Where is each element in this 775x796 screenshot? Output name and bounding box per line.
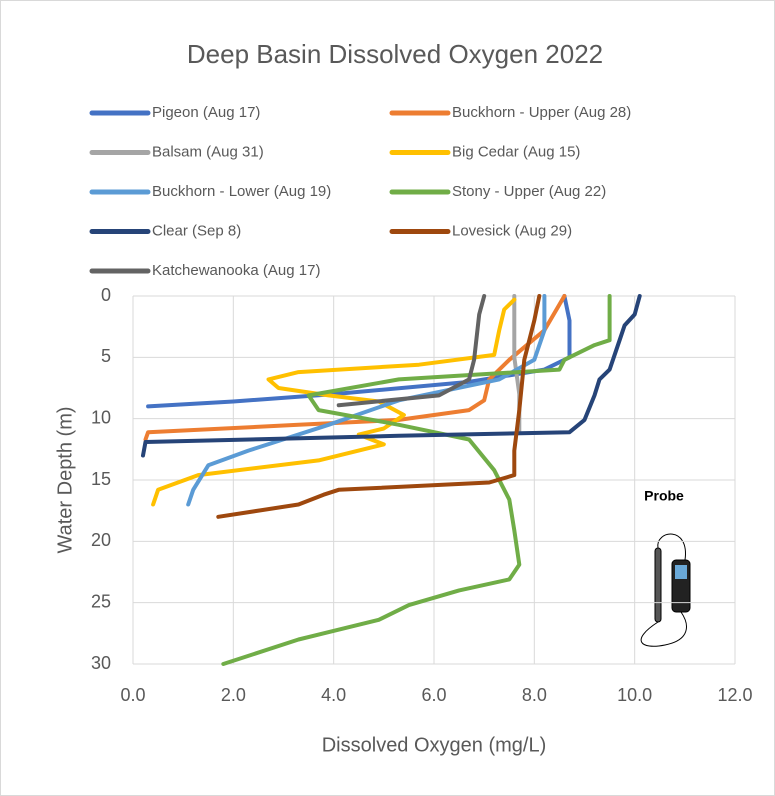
x-axis-title: Dissolved Oxygen (mg/L) <box>322 734 547 756</box>
page: {"chart_data": {"type": "line", "title":… <box>0 0 775 796</box>
y-tick-label: 0 <box>101 285 111 305</box>
x-tick-label: 2.0 <box>221 685 246 705</box>
y-tick-label: 5 <box>101 346 111 366</box>
y-tick-label: 30 <box>91 653 111 673</box>
x-tick-label: 0.0 <box>120 685 145 705</box>
legend-label: Stony - Upper (Aug 22) <box>452 183 606 200</box>
legend-label: Clear (Sep 8) <box>152 222 241 239</box>
legend-label: Lovesick (Aug 29) <box>452 222 572 239</box>
x-tick-label: 10.0 <box>617 685 652 705</box>
x-tick-label: 12.0 <box>717 685 752 705</box>
legend-label: Pigeon (Aug 17) <box>152 104 260 121</box>
x-tick-label: 8.0 <box>522 685 547 705</box>
x-tick-label: 6.0 <box>421 685 446 705</box>
legend-label: Katchewanooka (Aug 17) <box>152 262 320 279</box>
legend-label: Big Cedar (Aug 15) <box>452 143 580 160</box>
y-axis-title: Water Depth (m) <box>54 406 76 553</box>
chart: Deep Basin Dissolved Oxygen 2022 Dissolv… <box>0 0 775 796</box>
legend-label: Balsam (Aug 31) <box>152 143 264 160</box>
y-tick-label: 20 <box>91 530 111 550</box>
chart-frame <box>1 1 775 796</box>
y-tick-label: 25 <box>91 591 111 611</box>
legend-label: Buckhorn - Lower (Aug 19) <box>152 183 331 200</box>
x-tick-label: 4.0 <box>321 685 346 705</box>
legend-label: Buckhorn - Upper (Aug 28) <box>452 104 631 121</box>
chart-title: Deep Basin Dissolved Oxygen 2022 <box>187 39 603 69</box>
y-tick-label: 10 <box>91 407 111 427</box>
probe-label: Probe <box>644 488 684 504</box>
y-tick-label: 15 <box>91 469 111 489</box>
